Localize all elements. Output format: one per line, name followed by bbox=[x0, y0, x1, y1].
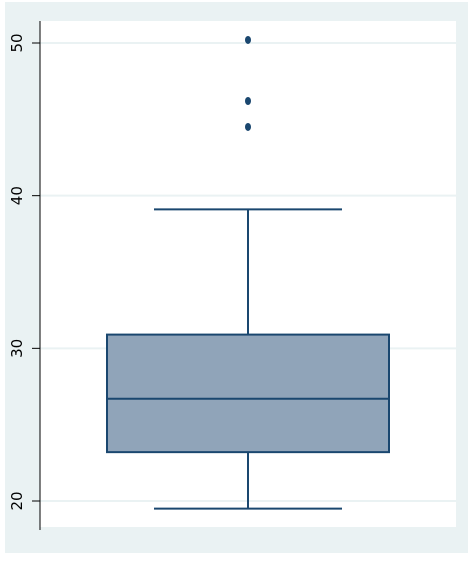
iqr-box bbox=[106, 333, 390, 454]
y-tick-label-40: 40 bbox=[8, 186, 26, 205]
outliers bbox=[245, 35, 251, 131]
y-ticks: 20 30 40 50 bbox=[8, 33, 40, 511]
outlier-point-2 bbox=[245, 35, 251, 44]
outlier-point-0 bbox=[245, 122, 251, 131]
y-tick-label-30: 30 bbox=[8, 339, 26, 358]
box-group bbox=[106, 208, 390, 510]
y-tick-label-50: 50 bbox=[8, 33, 26, 52]
outlier-point-1 bbox=[245, 97, 251, 106]
y-tick-label-20: 20 bbox=[8, 491, 26, 510]
